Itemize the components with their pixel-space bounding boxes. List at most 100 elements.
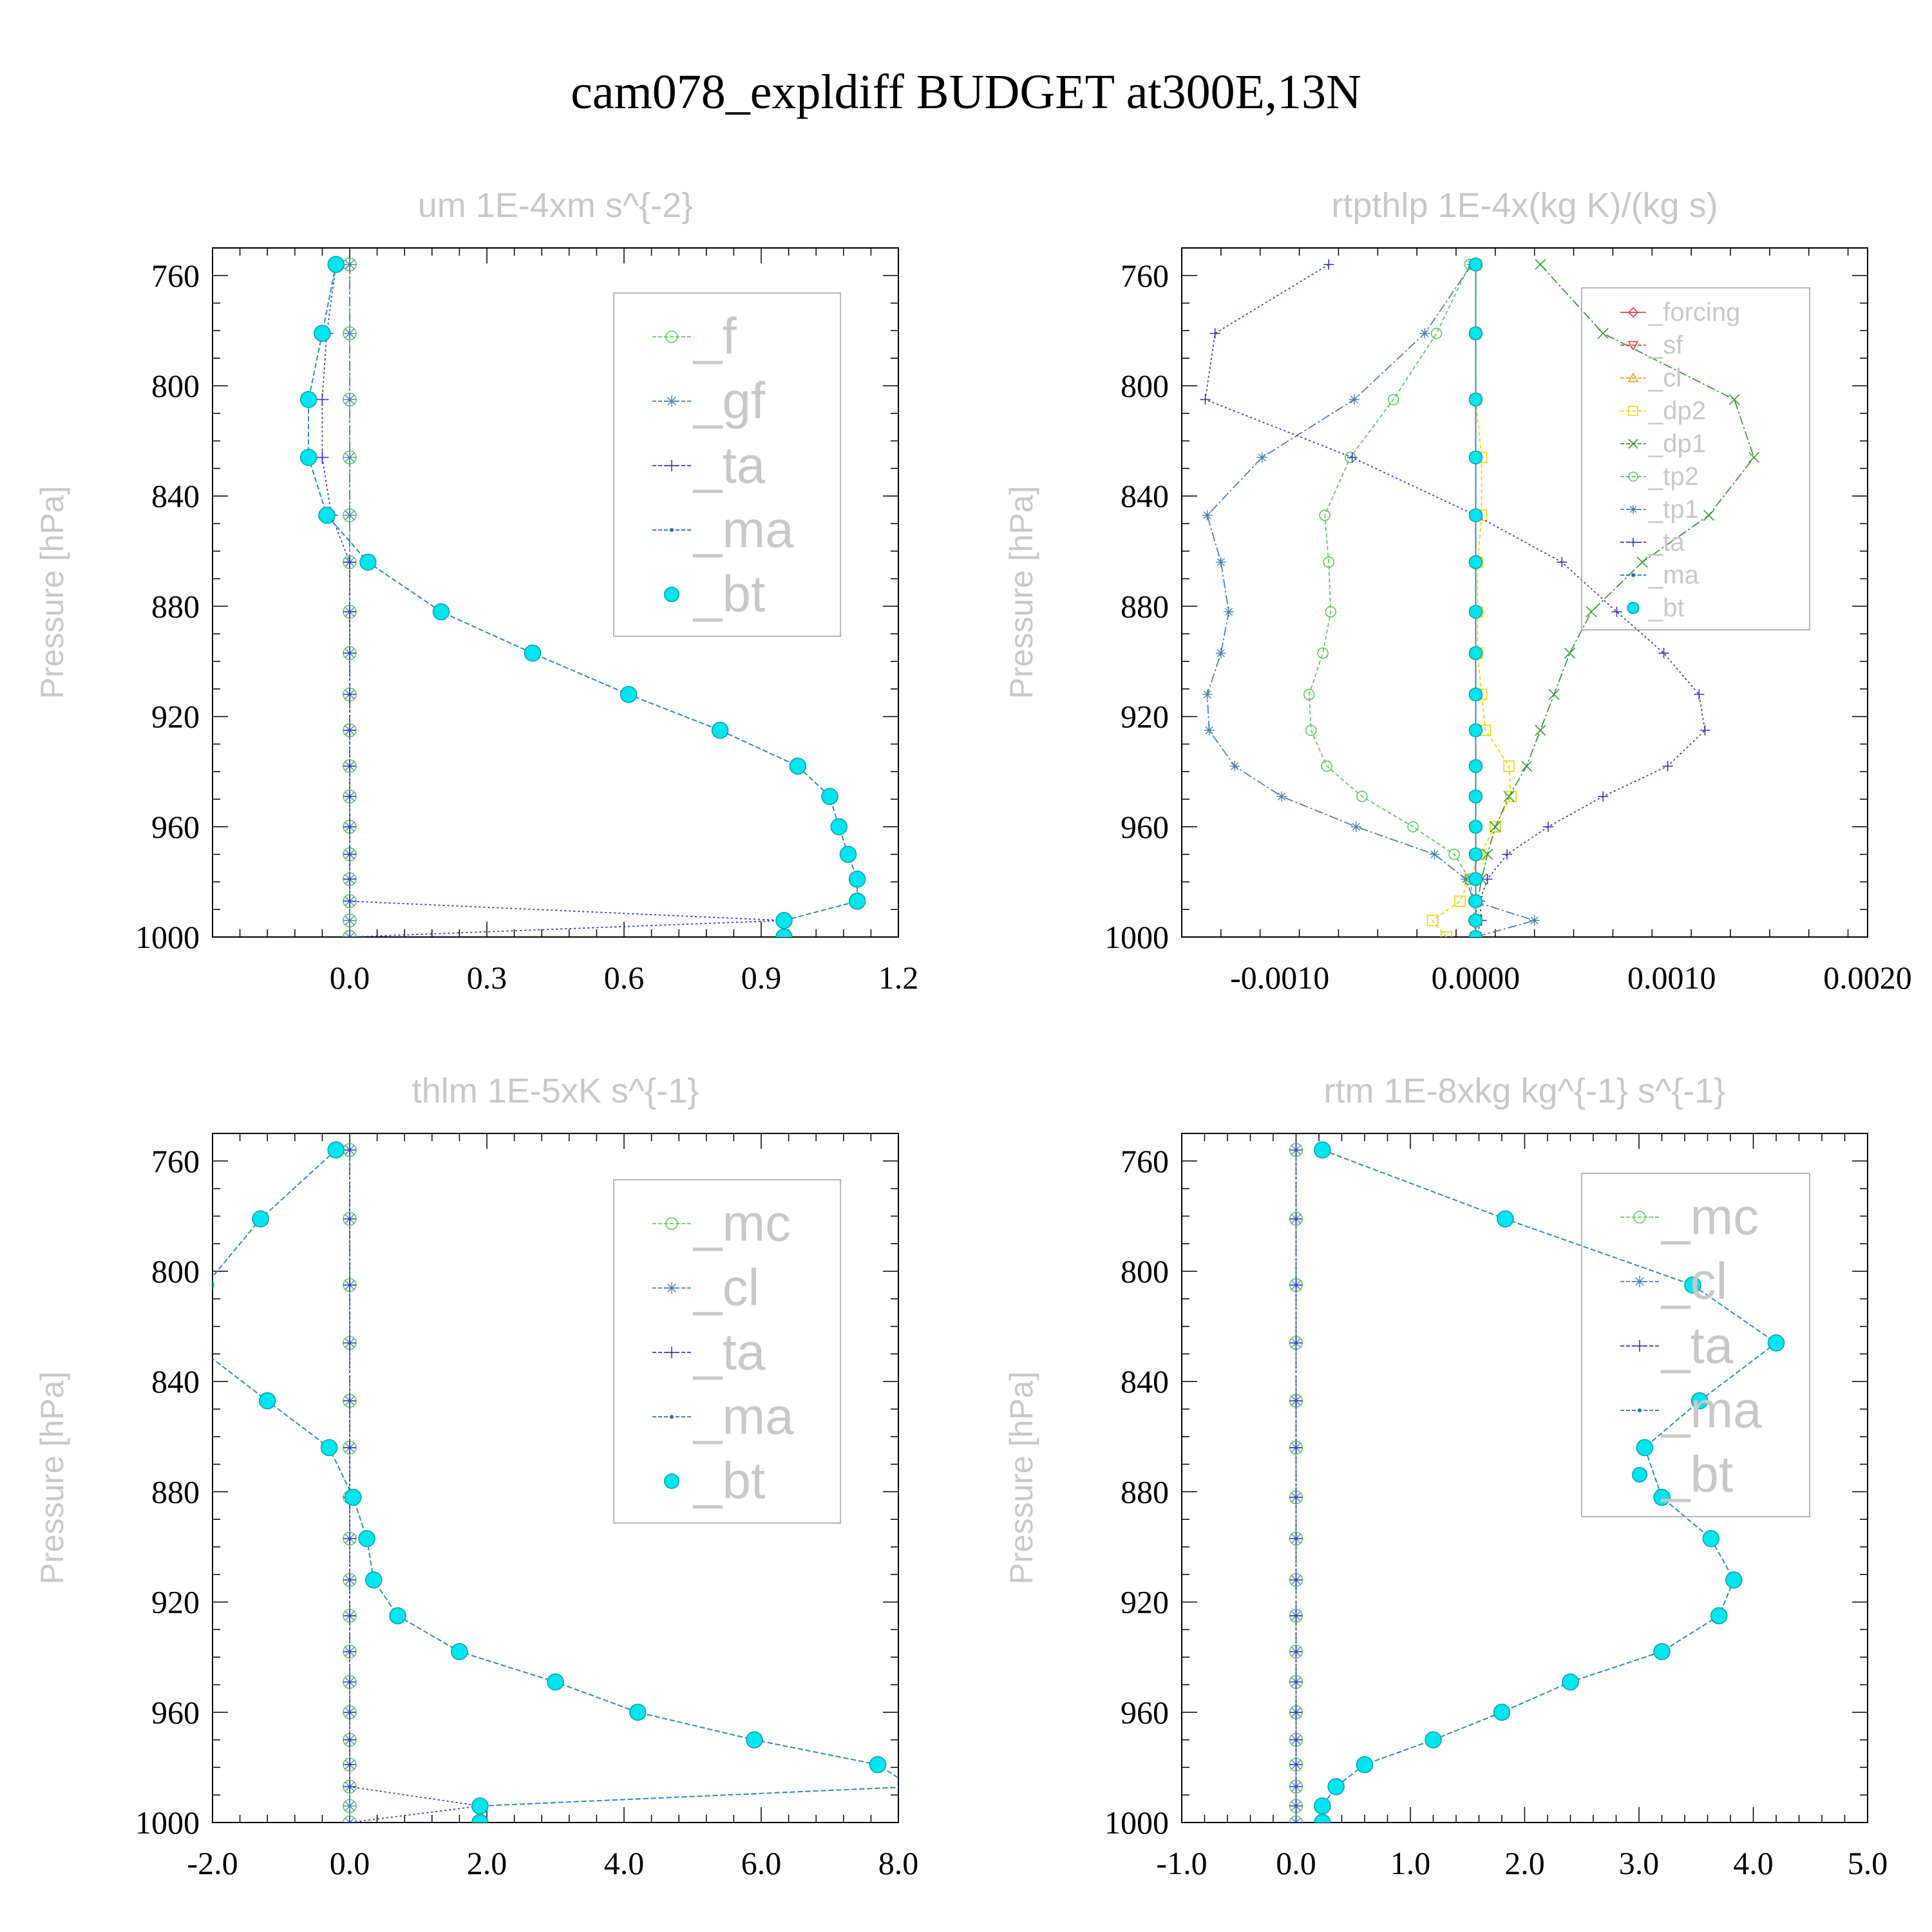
data-point: [1429, 849, 1440, 860]
data-point: [389, 1607, 406, 1625]
data-point: [904, 1779, 920, 1795]
data-point: [1215, 648, 1226, 659]
data-point: [1497, 1210, 1514, 1227]
data-point: [1535, 259, 1546, 270]
data-point: [343, 820, 356, 833]
chart-panel-4: rtm 1E-8xkg kg^{-1} s^{-1} Pressure [hPa]…: [1003, 1072, 1888, 1881]
y-tick-label: 920: [151, 1584, 200, 1620]
data-point: [1289, 1733, 1303, 1747]
legend-label: _dp2: [1648, 397, 1706, 425]
data-point: [358, 1530, 375, 1548]
data-point: [629, 1703, 647, 1721]
legend-marker: [1638, 1408, 1642, 1412]
legend-label: _bt: [692, 1452, 765, 1509]
data-point: [1303, 688, 1315, 701]
data-point: [1636, 1439, 1654, 1457]
panel-title: rtm 1E-8xkg kg^{-1} s^{-1}: [1324, 1072, 1726, 1110]
data-point: [1564, 647, 1576, 659]
data-point: [1493, 1703, 1511, 1721]
legend-label: _ta: [1648, 528, 1685, 556]
legend-label: _f: [692, 307, 737, 365]
data-point: [343, 931, 356, 937]
data-point: [343, 509, 356, 522]
data-point: [1323, 259, 1334, 270]
data-point: [839, 846, 857, 863]
legend-marker: [666, 460, 677, 471]
y-tick-label: 800: [1121, 368, 1169, 404]
data-point: [1289, 1278, 1303, 1292]
y-tick-label: 840: [151, 1363, 200, 1399]
data-point: [184, 1335, 200, 1351]
data-point: [1448, 848, 1460, 860]
x-tick-label: 0.0: [330, 960, 370, 996]
y-tick-label: 840: [1121, 478, 1169, 514]
data-point: [1557, 556, 1567, 567]
legend-marker: [1628, 471, 1638, 482]
legend-marker: [1628, 439, 1638, 449]
data-point: [1289, 1490, 1303, 1504]
plot-frame: [212, 1133, 899, 1823]
legend-label: _ta: [692, 436, 766, 493]
data-point: [1407, 821, 1419, 833]
data-point: [1490, 821, 1501, 833]
legend-marker: [664, 587, 679, 602]
data-point: [343, 393, 356, 406]
y-tick-label: 1000: [135, 919, 200, 955]
figure-title: cam078_expldiff BUDGET at300E,13N: [571, 65, 1361, 119]
data-point: [316, 393, 329, 406]
y-tick-label: 760: [1121, 258, 1169, 294]
data-point: [1430, 327, 1443, 339]
panel-title: um 1E-4xm s^{-2}: [418, 186, 694, 225]
data-point: [1289, 1143, 1303, 1157]
data-point: [1224, 606, 1235, 617]
x-tick-label: 4.0: [1733, 1845, 1774, 1881]
y-tick-label: 840: [151, 478, 200, 514]
series-line: [1321, 1149, 1777, 1823]
series-line: [213, 1150, 898, 1823]
data-point: [1702, 1530, 1720, 1548]
data-point: [1314, 1141, 1331, 1159]
data-point: [343, 873, 356, 886]
data-point: [343, 790, 356, 803]
data-point: [343, 1816, 356, 1823]
data-point: [711, 721, 729, 739]
data-point: [343, 647, 356, 660]
data-point: [451, 1643, 468, 1660]
legend-marker: [666, 395, 677, 407]
data-point: [345, 1488, 362, 1506]
data-point: [343, 555, 356, 569]
x-tick-label: 2.0: [1504, 1845, 1545, 1881]
legend-label: _sf: [1648, 331, 1683, 359]
y-tick-label: 880: [151, 1473, 200, 1510]
data-point: [1289, 1441, 1303, 1454]
chart-panel-1: um 1E-4xm s^{-2} Pressure [hPa] 760 800 840 8…: [34, 186, 918, 996]
data-point: [1543, 821, 1554, 832]
legend-box: [613, 292, 841, 637]
data-point: [1419, 328, 1430, 339]
data-point: [1725, 1571, 1743, 1589]
legend-marker: [1633, 1211, 1646, 1224]
y-tick-label: 920: [1121, 699, 1169, 735]
y-tick-label: 1000: [1104, 1804, 1169, 1841]
y-axis-label: Pressure [hPa]: [1003, 1372, 1039, 1585]
legend-label: _cl: [1660, 1252, 1727, 1309]
plot-frame: [1181, 1133, 1868, 1823]
data-point: [1503, 760, 1515, 772]
data-point: [299, 449, 317, 466]
data-point: [343, 1394, 356, 1408]
data-point: [1454, 895, 1466, 907]
legend: _mc _cl _ta _ma _bt: [613, 1179, 841, 1524]
data-point: [365, 1571, 383, 1589]
data-point: [471, 1797, 489, 1815]
legend-marker: [1627, 307, 1639, 318]
data-point: [789, 757, 807, 775]
plot-frame: [212, 247, 899, 938]
data-point: [1468, 450, 1483, 465]
x-tick-label: 8.0: [878, 1845, 919, 1881]
data-point: [1468, 913, 1483, 928]
legend-label: _cl: [692, 1258, 759, 1316]
data-point: [343, 1758, 356, 1772]
legend-label: _tp1: [1648, 495, 1699, 524]
data-point: [1468, 872, 1483, 886]
